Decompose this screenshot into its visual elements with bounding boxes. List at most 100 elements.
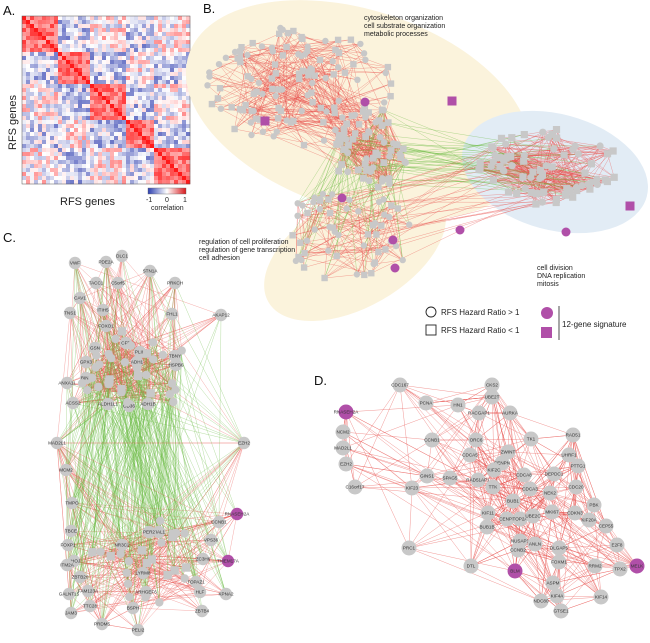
heatmap-cell [82, 28, 87, 33]
heatmap-cell [46, 96, 51, 101]
gene-node [308, 67, 315, 74]
heatmap-cell [74, 44, 79, 49]
heatmap-cell [170, 152, 175, 157]
heatmap-cell [50, 28, 55, 33]
network-edge [121, 255, 173, 315]
heatmap-cell [126, 168, 131, 173]
heatmap-cell [98, 84, 103, 89]
heatmap-cell [54, 100, 59, 105]
heatmap-cell [30, 36, 35, 41]
heatmap-cell [138, 76, 143, 81]
heatmap-cell [138, 108, 143, 113]
network-edge [408, 486, 494, 549]
heatmap-cell [150, 128, 155, 133]
heatmap-cell [158, 40, 163, 45]
heatmap-cell [146, 164, 151, 169]
heatmap-cell [94, 60, 99, 65]
gene-node [117, 327, 127, 336]
heatmap-cell [42, 88, 47, 93]
network-edge [167, 282, 176, 576]
heatmap-cell [62, 48, 67, 53]
heatmap-cell [66, 100, 71, 105]
heatmap-cell [90, 168, 95, 173]
heatmap-cell [22, 112, 27, 117]
network-edge [342, 404, 459, 449]
heatmap-cell [106, 148, 111, 153]
heatmap-cell [22, 20, 27, 25]
network-edge [431, 439, 576, 514]
gene-node [393, 141, 401, 149]
heatmap-cell [50, 120, 55, 125]
heatmap-cell [146, 140, 151, 145]
heatmap-cell [90, 152, 95, 157]
heatmap-cell [130, 112, 135, 117]
heatmap-cell [154, 128, 159, 133]
heatmap-cell [58, 84, 63, 89]
heatmap-cell [74, 64, 79, 69]
heatmap-cell [58, 52, 63, 57]
network-edge [333, 53, 365, 75]
gene-label: FHL1 [166, 312, 178, 317]
heatmap-cell [50, 108, 55, 113]
network-edge [522, 176, 557, 203]
network-edge [300, 186, 379, 243]
heatmap-cell [138, 88, 143, 93]
heatmap-cell [50, 80, 55, 85]
heatmap-cell [78, 88, 83, 93]
heatmap-cell [158, 120, 163, 125]
gene-node [587, 160, 595, 168]
heatmap-cell [142, 36, 147, 41]
heatmap-cell [126, 32, 131, 37]
heatmap-cell [110, 132, 115, 137]
network-edge [175, 389, 203, 612]
gene-node [64, 524, 78, 538]
heatmap-cell [78, 152, 83, 157]
heatmap-cell [162, 40, 167, 45]
heatmap-cell [82, 104, 87, 109]
cluster1-term-3: metabolic processes [364, 31, 428, 38]
heatmap-cell [54, 68, 59, 73]
heatmap-cell [134, 76, 139, 81]
heatmap-cell [22, 96, 27, 101]
heatmap-cell [138, 116, 143, 121]
gene-node [222, 54, 230, 61]
network-edge [87, 590, 130, 598]
heatmap-cell [62, 116, 67, 121]
gene-node [316, 195, 324, 203]
heatmap-cell [22, 68, 27, 73]
heatmap-cell [86, 176, 91, 181]
heatmap-cell [106, 168, 111, 173]
heatmap-cell [98, 168, 103, 173]
heatmap-cell [166, 16, 171, 21]
heatmap-cell [182, 72, 187, 77]
heatmap-cell [62, 172, 67, 177]
heatmap-cell [82, 24, 87, 29]
heatmap-cell [126, 128, 131, 133]
heatmap-cell [50, 164, 55, 169]
heatmap-cell [38, 152, 43, 157]
heatmap-cell [174, 160, 179, 165]
network-edge [477, 479, 554, 584]
heatmap-cell [162, 116, 167, 121]
heatmap-cell [102, 128, 107, 133]
gene-label: TMPO [65, 501, 79, 506]
network-edge [185, 442, 245, 568]
heatmap-cell [118, 24, 123, 29]
network-edge [147, 403, 212, 541]
heatmap-cell [174, 60, 179, 65]
network-edge [345, 411, 410, 549]
network-edge [470, 565, 542, 602]
heatmap-cell [58, 68, 63, 73]
network-edge [69, 312, 87, 363]
heatmap-cell [86, 160, 91, 165]
heatmap-cell [74, 176, 79, 181]
network-edge [211, 71, 310, 105]
network-edge [95, 282, 141, 353]
heatmap-cell [186, 108, 191, 113]
heatmap-cell [82, 44, 87, 49]
heatmap-cell [146, 132, 151, 137]
heatmap-cell [170, 60, 175, 65]
heatmap-cell [162, 180, 167, 185]
gene-node [368, 270, 375, 277]
network-edge [501, 462, 508, 520]
